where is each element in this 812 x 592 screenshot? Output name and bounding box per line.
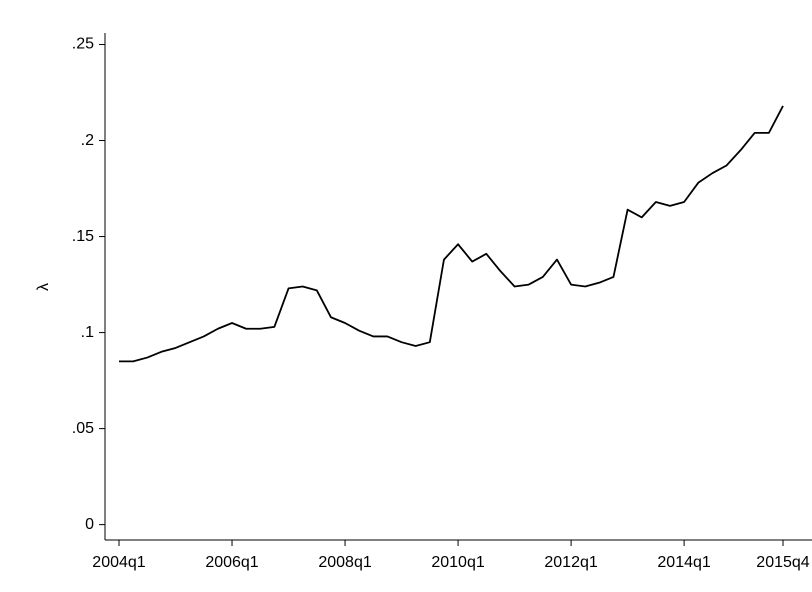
x-tick-label: 2008q1 [318, 554, 371, 571]
y-tick-label: .25 [72, 36, 94, 53]
y-axis-label: λ [35, 283, 52, 291]
x-tick-label: 2006q1 [205, 554, 258, 571]
x-tick-label: 2004q1 [92, 554, 145, 571]
y-tick-label: .05 [72, 420, 94, 437]
x-tick-label: 2014q1 [657, 554, 710, 571]
x-tick-label: 2010q1 [431, 554, 484, 571]
x-tick-label: 2015q4 [756, 554, 809, 571]
y-tick-label: 0 [85, 516, 94, 533]
x-tick-label: 2012q1 [544, 554, 597, 571]
y-tick-label: .1 [81, 324, 94, 341]
data-line [119, 105, 784, 363]
y-tick-label: .15 [72, 228, 94, 245]
y-tick-label: .2 [81, 132, 94, 149]
